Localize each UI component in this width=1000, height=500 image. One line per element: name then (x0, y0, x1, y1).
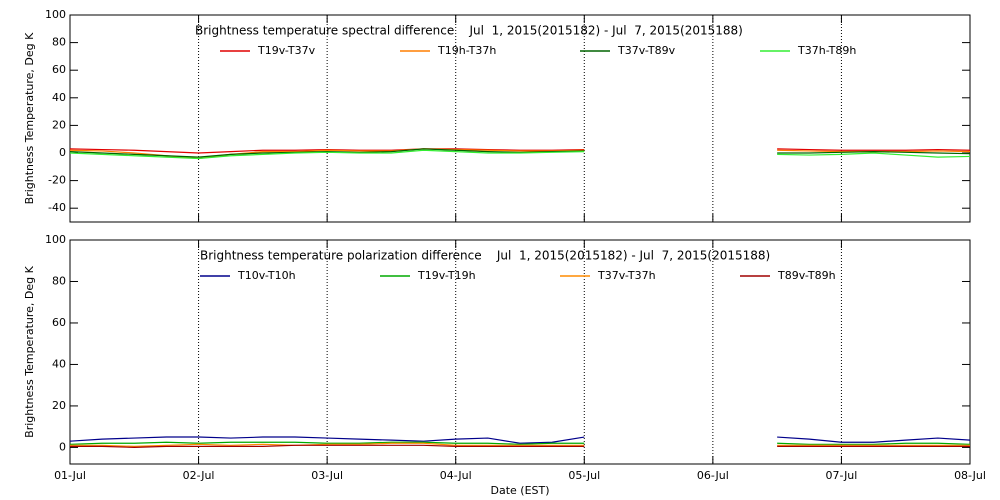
series-line (69, 148, 585, 154)
y-axis-label: Brightness Temperature, Deg K (23, 32, 36, 204)
legend-label: T19v-T19h (417, 269, 476, 282)
y-tick-label: 0 (59, 440, 66, 453)
series-line (777, 436, 971, 443)
legend-label: T37v-T37h (597, 269, 656, 282)
series-line (777, 151, 971, 155)
x-tick-label: 02-Jul (183, 469, 215, 482)
x-tick-label: 07-Jul (825, 469, 857, 482)
x-tick-label: 06-Jul (697, 469, 729, 482)
legend-label: T10v-T10h (237, 269, 296, 282)
y-tick-label: -20 (48, 174, 66, 187)
chart-title: Brightness temperature spectral differen… (195, 24, 743, 38)
y-tick-label: 0 (59, 146, 66, 159)
legend-label: T19v-T37v (257, 44, 316, 57)
y-tick-label: 20 (52, 118, 66, 131)
chart-title: Brightness temperature polarization diff… (200, 249, 770, 263)
series-line (69, 436, 585, 444)
y-tick-label: 20 (52, 399, 66, 412)
y-tick-label: 80 (52, 274, 66, 287)
y-tick-label: 60 (52, 316, 66, 329)
legend-label: T37h-T89h (797, 44, 856, 57)
x-axis-label: Date (EST) (490, 484, 549, 497)
series-line (70, 444, 585, 449)
y-tick-label: 80 (52, 36, 66, 49)
x-tick-label: 04-Jul (440, 469, 472, 482)
x-tick-label: 08-Jul (954, 469, 986, 482)
plot-frame (69, 14, 971, 223)
legend-label: T37v-T89v (617, 44, 676, 57)
series-line (777, 442, 971, 445)
x-tick-label: 01-Jul (54, 469, 86, 482)
legend-label: T89v-T89h (777, 269, 836, 282)
legend-label: T19h-T37h (437, 44, 496, 57)
y-tick-label: 40 (52, 357, 66, 370)
x-tick-label: 05-Jul (568, 469, 600, 482)
series-line (70, 442, 585, 447)
y-tick-label: 60 (52, 63, 66, 76)
y-tick-label: -40 (48, 201, 66, 214)
y-tick-label: 40 (52, 91, 66, 104)
y-axis-label: Brightness Temperature, Deg K (23, 265, 36, 437)
series-line (777, 148, 971, 151)
series-line (69, 441, 585, 445)
series-line (69, 148, 585, 158)
plot-frame (69, 239, 971, 465)
series-line (777, 152, 971, 158)
series-line (69, 149, 585, 160)
x-tick-label: 03-Jul (311, 469, 343, 482)
y-tick-label: 100 (45, 8, 66, 21)
y-tick-label: 100 (45, 233, 66, 246)
